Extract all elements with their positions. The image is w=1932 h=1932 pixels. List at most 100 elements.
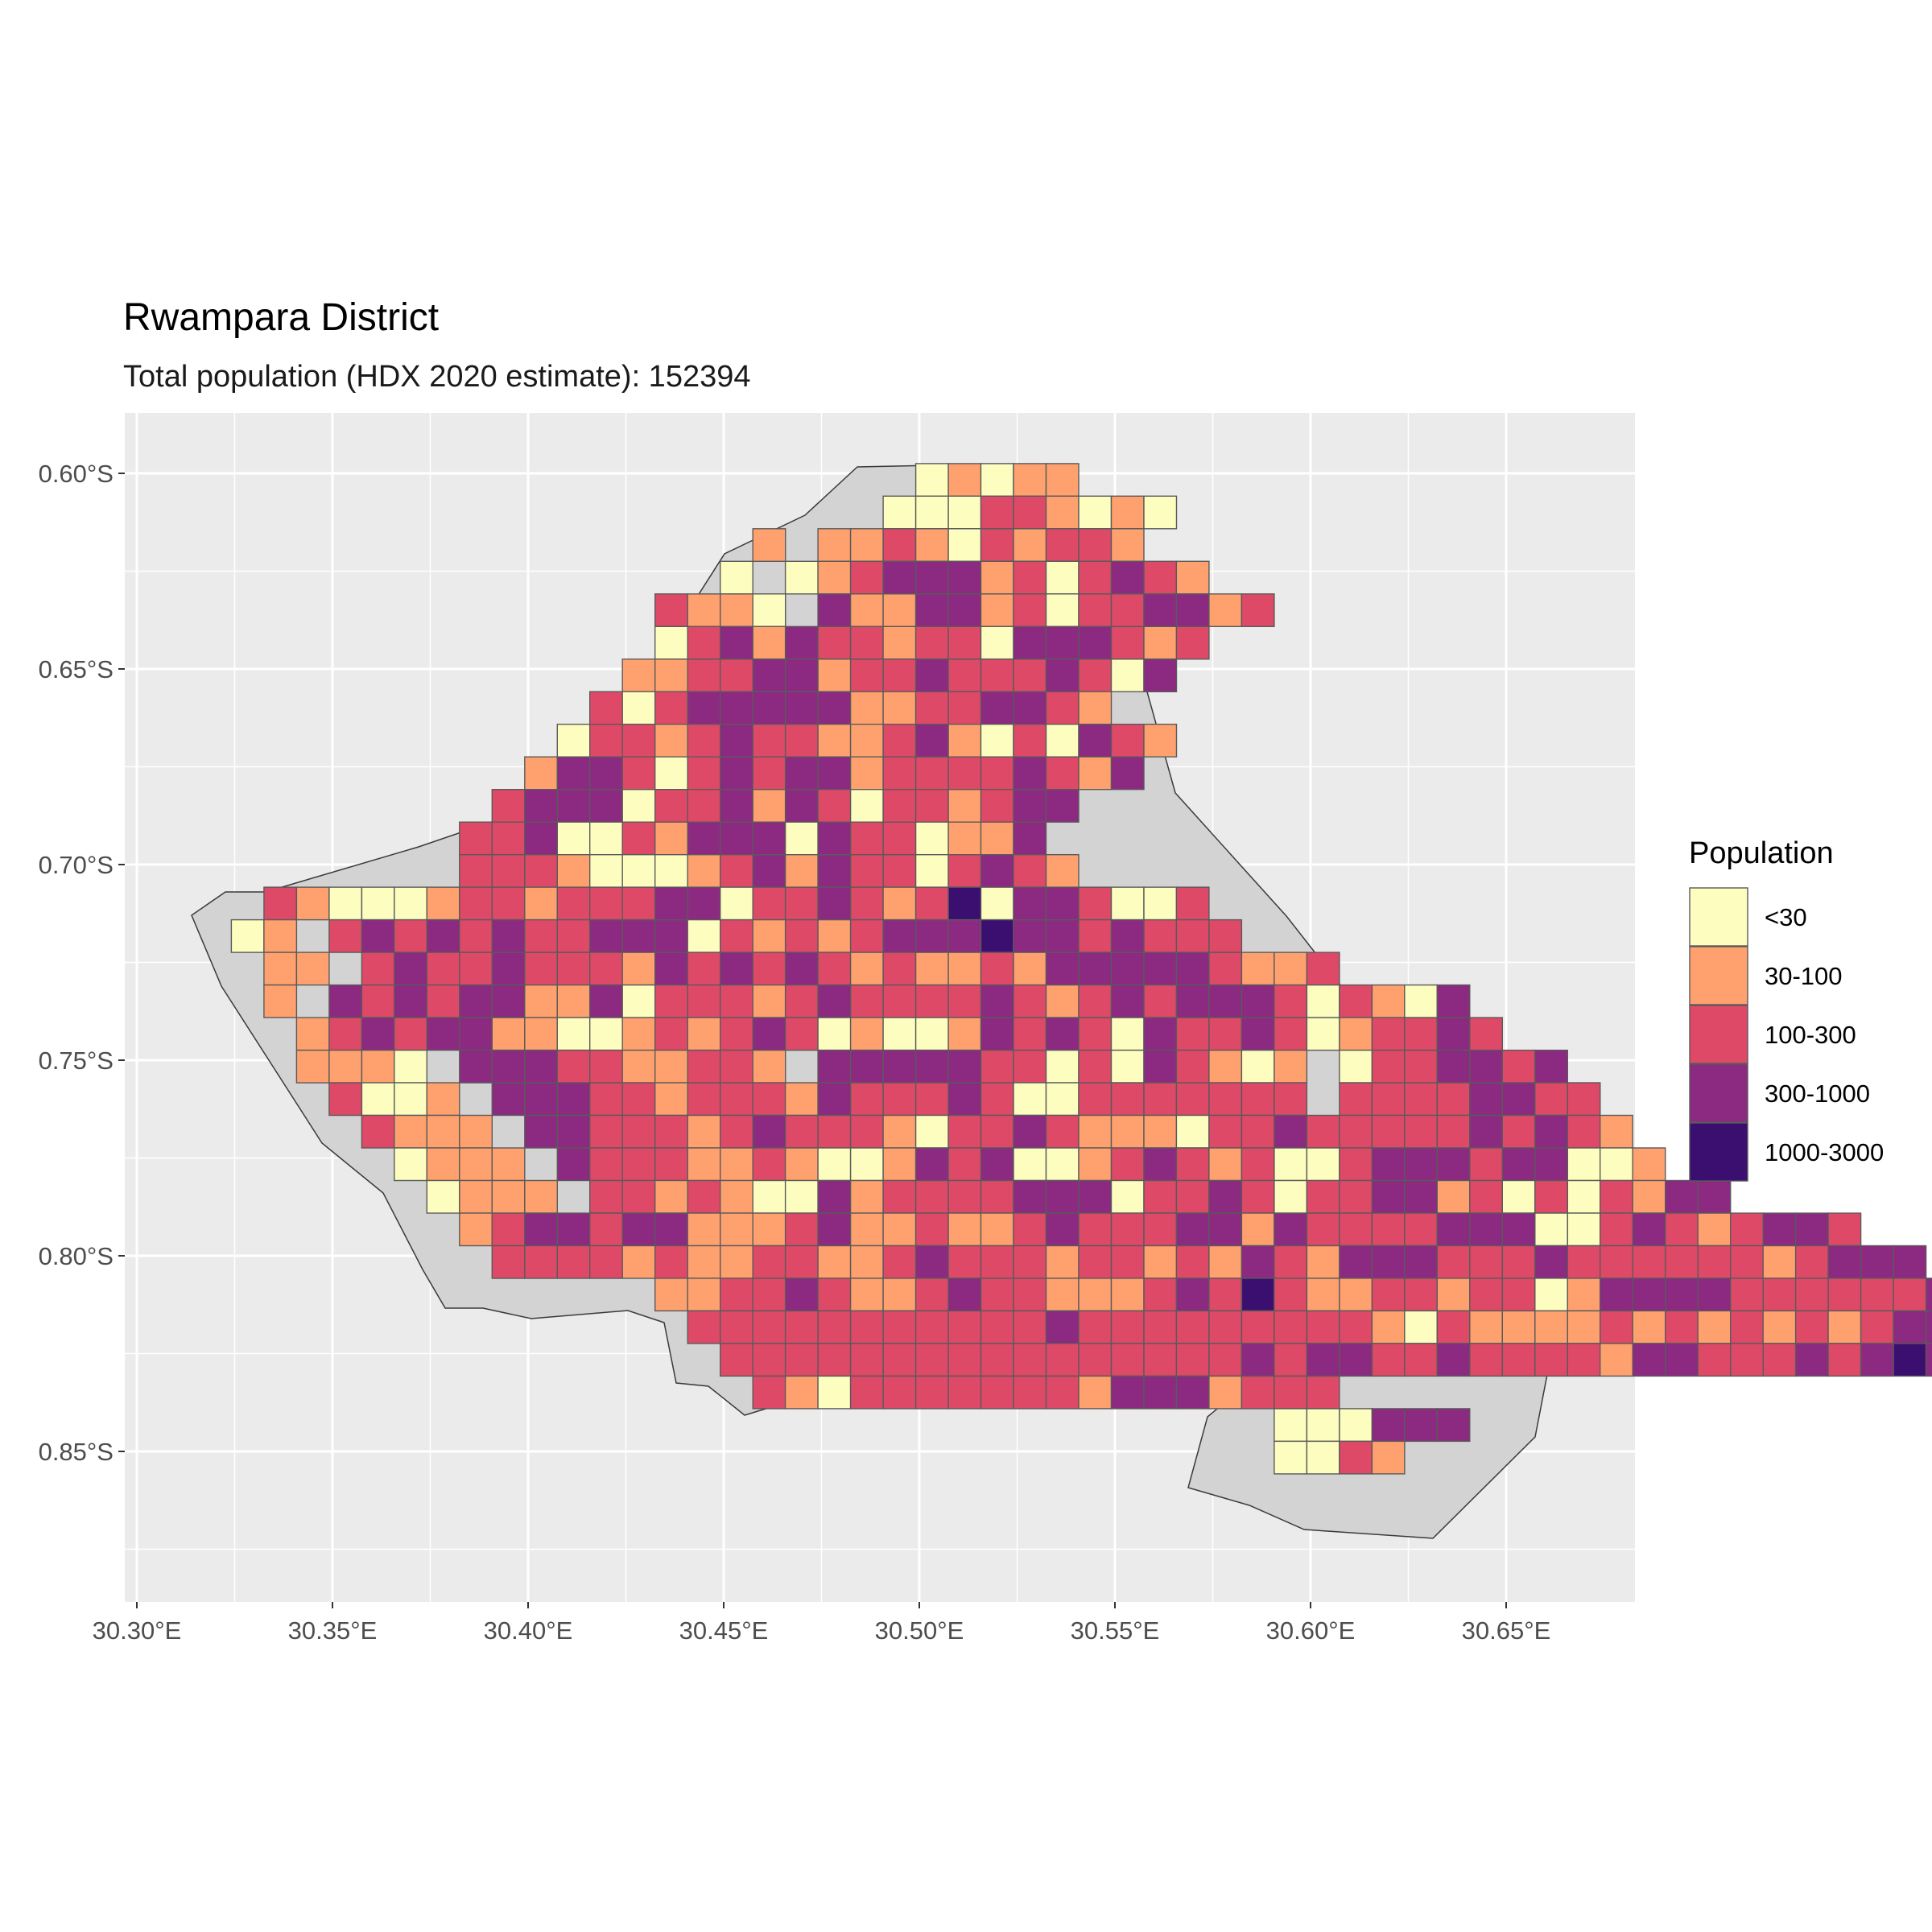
population-cell <box>394 1147 427 1182</box>
population-cell <box>1306 1212 1340 1247</box>
population-cell <box>914 756 949 791</box>
population-cell <box>947 1245 982 1279</box>
population-cell <box>1078 919 1113 953</box>
population-cell <box>589 853 623 888</box>
population-cell <box>1436 1114 1471 1149</box>
population-cell <box>654 658 688 692</box>
population-cell <box>621 691 656 725</box>
population-cell <box>1664 1179 1699 1214</box>
population-cell <box>1469 1147 1504 1182</box>
population-cell <box>589 919 623 953</box>
population-cell <box>687 1278 721 1312</box>
population-cell <box>1501 1147 1536 1182</box>
population-cell <box>882 756 917 791</box>
population-cell <box>1241 1343 1275 1377</box>
population-cell <box>882 886 917 921</box>
population-cell <box>1078 691 1113 725</box>
population-cell <box>1175 886 1210 921</box>
population-cell <box>720 1147 753 1182</box>
population-cell <box>882 1310 917 1344</box>
population-cell <box>524 789 558 823</box>
population-cell <box>817 625 852 660</box>
population-cell <box>459 1049 493 1084</box>
population-cell <box>1404 1179 1439 1214</box>
population-cell <box>1469 1049 1504 1084</box>
population-cell <box>849 528 884 562</box>
population-cell <box>784 724 819 758</box>
population-cell <box>687 1114 721 1149</box>
population-cell <box>1893 1278 1927 1312</box>
population-cell <box>1567 1343 1601 1377</box>
population-cell <box>720 1212 753 1247</box>
population-cell <box>556 1245 591 1279</box>
population-cell <box>1371 1049 1406 1084</box>
population-cell <box>1404 1017 1439 1051</box>
population-cell <box>1567 1114 1601 1149</box>
population-cell <box>1013 1179 1047 1214</box>
population-cell <box>1469 1245 1504 1279</box>
population-cell <box>849 691 884 725</box>
population-cell <box>1045 593 1080 627</box>
population-cell <box>1143 724 1178 758</box>
population-cell <box>328 1049 363 1084</box>
population-cell <box>1697 1179 1732 1214</box>
population-cell <box>752 789 786 823</box>
population-cell <box>882 1114 917 1149</box>
population-cell <box>1175 919 1210 953</box>
population-cell <box>687 658 721 692</box>
population-cell <box>1208 1245 1243 1279</box>
population-cell <box>1208 1278 1243 1312</box>
population-cell <box>1143 1147 1178 1182</box>
population-cell <box>947 1147 982 1182</box>
x-axis: 30.30°E 30.35°E 30.40°E 30.45°E 30.50°E 30.55… <box>93 1602 1550 1645</box>
population-cell <box>1241 1049 1275 1084</box>
population-cell <box>1534 1114 1569 1149</box>
population-cell <box>1175 560 1210 595</box>
x-tick-label: 30.35°E <box>288 1616 378 1645</box>
population-cell <box>817 919 852 953</box>
population-cell <box>1013 756 1047 791</box>
population-cell <box>1143 886 1178 921</box>
population-cell <box>1567 1082 1601 1117</box>
population-cell <box>784 919 819 953</box>
population-cell <box>394 984 427 1018</box>
population-cell <box>687 853 721 888</box>
population-cell <box>589 1179 623 1214</box>
population-cell <box>752 984 786 1018</box>
population-cell <box>784 1343 819 1377</box>
population-cell <box>914 1310 949 1344</box>
population-cell <box>1794 1245 1829 1279</box>
population-cell <box>914 1049 949 1084</box>
population-cell <box>784 952 819 986</box>
population-cell <box>589 691 623 725</box>
population-cell <box>491 1082 526 1117</box>
population-cell <box>882 658 917 692</box>
population-cell <box>1078 1212 1113 1247</box>
population-cell <box>947 919 982 953</box>
population-cell <box>1013 528 1047 562</box>
population-cell <box>328 984 363 1018</box>
population-cell <box>1175 1114 1210 1149</box>
population-cell <box>589 1017 623 1051</box>
population-cell <box>524 1049 558 1084</box>
population-cell <box>1371 1179 1406 1214</box>
population-cell <box>947 853 982 888</box>
population-cell <box>1827 1212 1862 1247</box>
population-cell <box>914 789 949 823</box>
population-cell <box>295 1049 330 1084</box>
population-cell <box>1078 724 1113 758</box>
population-cell <box>1371 1310 1406 1344</box>
population-cell <box>1045 560 1080 595</box>
population-cell <box>1306 952 1340 986</box>
population-cell <box>1664 1343 1699 1377</box>
population-cell <box>1827 1343 1862 1377</box>
population-cell <box>654 724 688 758</box>
population-cell <box>817 528 852 562</box>
population-cell <box>556 1082 591 1117</box>
population-cell <box>524 919 558 953</box>
population-cell <box>752 1082 786 1117</box>
population-cell <box>1013 1343 1047 1377</box>
population-cell <box>1175 625 1210 660</box>
population-cell <box>1371 1082 1406 1117</box>
population-cell <box>1241 984 1275 1018</box>
